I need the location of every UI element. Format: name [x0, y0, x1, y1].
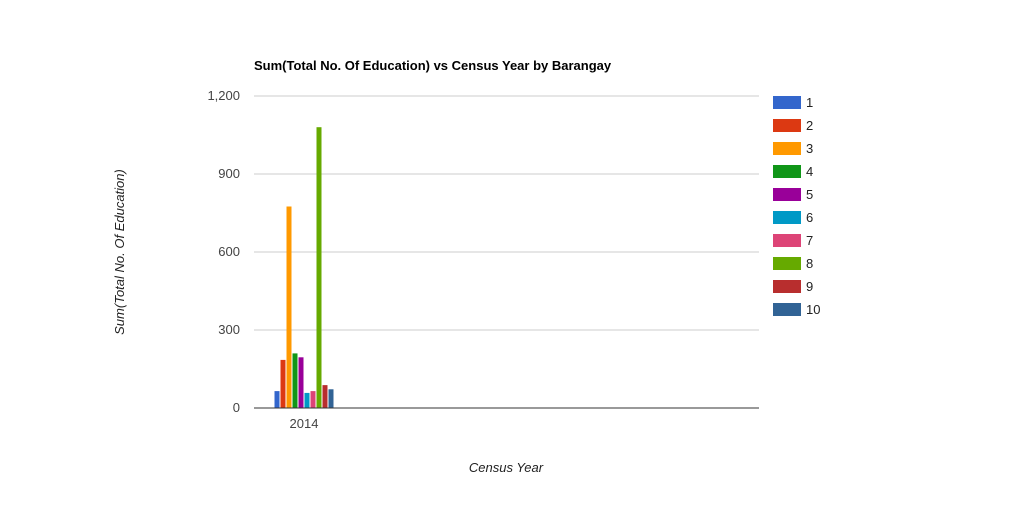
legend-label: 6	[806, 210, 813, 225]
legend-swatch	[773, 280, 801, 293]
legend-item-10[interactable]: 10	[773, 302, 820, 317]
legend-item-3[interactable]: 3	[773, 141, 813, 156]
x-axis-ticks: 2014	[290, 416, 319, 431]
legend-label: 5	[806, 187, 813, 202]
bars	[274, 127, 334, 409]
legend-label: 8	[806, 256, 813, 271]
legend-swatch	[773, 211, 801, 224]
bar-series-1[interactable]	[274, 391, 280, 408]
legend-item-6[interactable]: 6	[773, 210, 813, 225]
legend-swatch	[773, 188, 801, 201]
legend-label: 4	[806, 164, 813, 179]
legend-label: 1	[806, 95, 813, 110]
y-tick-label: 300	[218, 322, 240, 337]
legend-item-7[interactable]: 7	[773, 233, 813, 248]
chart-title: Sum(Total No. Of Education) vs Census Ye…	[254, 58, 612, 73]
bar-series-2[interactable]	[280, 359, 286, 408]
legend-item-9[interactable]: 9	[773, 279, 813, 294]
legend-swatch	[773, 234, 801, 247]
legend-label: 10	[806, 302, 820, 317]
bar-series-3[interactable]	[286, 206, 292, 409]
y-axis-title: Sum(Total No. Of Education)	[112, 169, 127, 335]
bar-series-4[interactable]	[292, 353, 298, 408]
legend-swatch	[773, 303, 801, 316]
bar-series-7[interactable]	[310, 391, 316, 408]
y-tick-label: 0	[233, 400, 240, 415]
bar-series-8[interactable]	[316, 127, 322, 408]
legend-item-2[interactable]: 2	[773, 118, 813, 133]
bar-series-10[interactable]	[328, 389, 334, 408]
y-tick-label: 1,200	[207, 88, 240, 103]
y-tick-label: 900	[218, 166, 240, 181]
x-tick-label: 2014	[290, 416, 319, 431]
legend-swatch	[773, 142, 801, 155]
legend: 1 2 3 4 5 6 7 8 9 10	[773, 95, 820, 317]
legend-swatch	[773, 165, 801, 178]
legend-swatch	[773, 119, 801, 132]
legend-label: 7	[806, 233, 813, 248]
legend-item-8[interactable]: 8	[773, 256, 813, 271]
legend-label: 2	[806, 118, 813, 133]
legend-swatch	[773, 257, 801, 270]
y-tick-label: 600	[218, 244, 240, 259]
legend-item-4[interactable]: 4	[773, 164, 813, 179]
x-axis-title: Census Year	[469, 460, 544, 475]
legend-swatch	[773, 96, 801, 109]
gridlines	[254, 95, 759, 331]
bar-series-6[interactable]	[304, 392, 310, 408]
y-axis-ticks: 0 300 600 900 1,200	[207, 88, 240, 415]
legend-label: 9	[806, 279, 813, 294]
bar-series-5[interactable]	[298, 357, 304, 408]
legend-item-5[interactable]: 5	[773, 187, 813, 202]
legend-label: 3	[806, 141, 813, 156]
bar-series-9[interactable]	[322, 385, 328, 408]
legend-item-1[interactable]: 1	[773, 95, 813, 110]
